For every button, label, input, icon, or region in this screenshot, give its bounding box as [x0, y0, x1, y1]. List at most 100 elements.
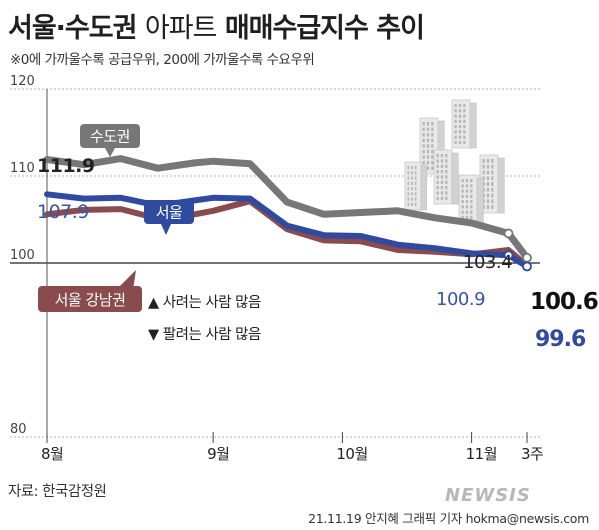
building-window [470, 215, 473, 219]
building-window [431, 122, 434, 126]
x-tick-label: 8월 [41, 445, 63, 463]
building-window [461, 210, 464, 214]
title-light: 아파트 [144, 13, 218, 44]
series-name-seoul-bg [144, 200, 194, 224]
building-window [486, 187, 490, 192]
building-window [426, 138, 430, 143]
label-seoul-end: 99.6 [535, 327, 586, 352]
building-window [431, 149, 434, 154]
building-window [463, 130, 466, 134]
building-window [422, 155, 425, 159]
building-window [414, 171, 417, 175]
building-block [404, 161, 422, 211]
building-window [426, 160, 430, 165]
building-window [461, 205, 464, 209]
series-name-seoul-pointer [161, 224, 171, 235]
building-side [451, 152, 459, 205]
building-window [422, 133, 425, 137]
building-window [440, 175, 444, 179]
point-seoul-mid [503, 250, 514, 261]
building-window [445, 191, 448, 195]
building-window [431, 155, 434, 159]
building-window [465, 210, 469, 214]
building-window [454, 119, 457, 123]
building-window [426, 144, 430, 148]
building-window [465, 184, 469, 188]
subtitle: ※0에 가까울수록 공급우위, 200에 가까울수록 수요우위 [10, 52, 315, 68]
building-window [461, 189, 464, 193]
building-window [431, 166, 434, 170]
building-window [426, 133, 430, 137]
y-tick-120: 120 [10, 74, 35, 89]
label-capital-start: 111.9 [37, 155, 95, 177]
label-capital-end: 100.6 [530, 289, 598, 315]
building-window [454, 109, 457, 113]
building-window [431, 160, 434, 165]
building-window [436, 154, 439, 158]
credit-line: 21.11.19 안지혜 그래픽 기자 hokma@newsis.com [308, 511, 589, 526]
annotations: ▲ 사려는 사람 많음 ▼ 팔려는 사람 많음 [148, 294, 262, 343]
building-window [482, 170, 485, 175]
building-window [486, 199, 490, 204]
building-window [482, 205, 485, 209]
building-window [422, 122, 425, 126]
building-window [411, 187, 413, 191]
building-window [465, 189, 469, 193]
building-window [411, 181, 413, 185]
series-name-capital: 수도권 [80, 124, 140, 157]
y-tick-80: 80 [10, 422, 27, 437]
building-window [414, 202, 417, 206]
x-tick-label: 9월 [207, 445, 229, 463]
building-window [440, 170, 444, 174]
building-window [411, 176, 413, 180]
building-window [440, 191, 444, 195]
building-window [431, 144, 434, 148]
building-window [482, 182, 485, 186]
title-rest: 매매수급지수 추이 [224, 13, 425, 44]
x-tick-label: 3주 [521, 445, 543, 463]
building-window [491, 205, 494, 209]
building-window [486, 159, 490, 163]
building-window [491, 159, 494, 163]
y-tick-110: 110 [10, 161, 35, 176]
building-window [470, 189, 473, 193]
building-window [486, 164, 490, 169]
building-window [436, 196, 439, 200]
building-window [411, 197, 413, 201]
building-window [411, 171, 413, 175]
building-window [407, 197, 410, 201]
building-window [407, 181, 410, 185]
building-window [482, 193, 485, 198]
building-window [411, 202, 413, 206]
building-window [426, 155, 430, 159]
building-window [440, 154, 444, 158]
building-window [407, 176, 410, 180]
newsis-watermark: NEWSIS [445, 485, 531, 506]
building-window [463, 119, 466, 123]
building-window [445, 180, 448, 184]
series-line-1 [44, 191, 530, 270]
building-window [470, 184, 473, 188]
building-window [491, 193, 494, 198]
building-window [440, 164, 444, 168]
building-window [414, 187, 417, 191]
building-window [422, 138, 425, 143]
x-axis: 8월 9월 10월 11월 3주 [41, 432, 544, 463]
building-window [426, 166, 430, 170]
building-window [463, 135, 466, 139]
building-window [454, 104, 457, 108]
building-window [491, 187, 494, 192]
point-capital-mid [503, 228, 514, 239]
point-seoul-end [522, 261, 532, 272]
building-window [458, 135, 462, 139]
building-window [422, 160, 425, 165]
series-name-capital-pointer [105, 148, 115, 157]
building-side [476, 177, 484, 224]
building-window [454, 130, 457, 134]
building-window [445, 154, 448, 158]
page-title: 서울·수도권 아파트 매매수급지수 추이 [8, 6, 425, 45]
building-window [431, 127, 434, 132]
source-note: 자료: 한국감정원 [8, 484, 107, 500]
